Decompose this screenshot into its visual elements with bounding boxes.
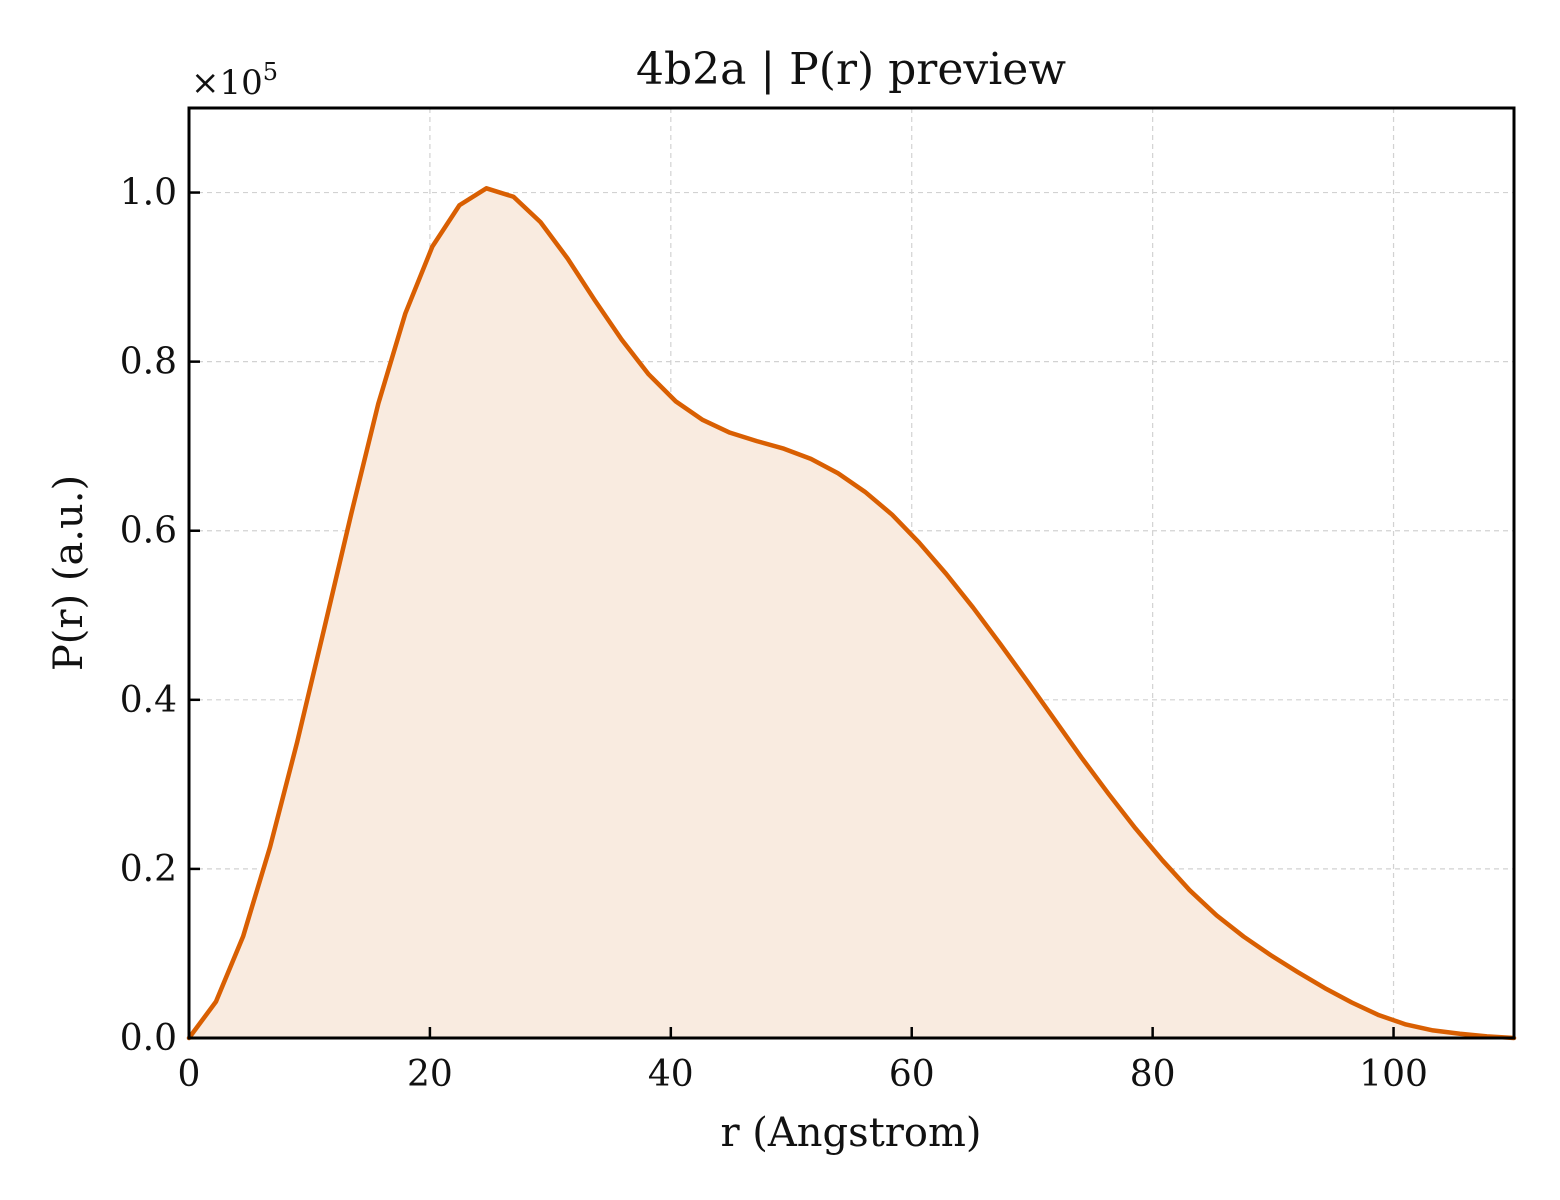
y-multiplier-base: ×10 bbox=[191, 63, 263, 103]
series-line bbox=[186, 186, 1517, 1041]
y-multiplier-exponent: 5 bbox=[263, 58, 278, 86]
plot-frame bbox=[187, 106, 1516, 1040]
y-tick-label: 0.6 bbox=[120, 511, 177, 552]
y-tick-label: 0.0 bbox=[120, 1018, 177, 1059]
x-tick-label: 0 bbox=[178, 1054, 201, 1095]
y-tick-label: 1.0 bbox=[120, 173, 177, 214]
y-multiplier: ×105 bbox=[191, 58, 278, 103]
chart-title: 4b2a | P(r) preview bbox=[636, 44, 1066, 95]
y-tick-label: 0.2 bbox=[120, 849, 177, 890]
y-tick-label: 0.4 bbox=[120, 680, 177, 721]
area-fill bbox=[189, 188, 1514, 1038]
x-tick-label: 80 bbox=[1130, 1054, 1176, 1095]
x-axis-title: r (Angstrom) bbox=[720, 1110, 981, 1156]
x-tick-label: 40 bbox=[648, 1054, 694, 1095]
x-tick-label: 60 bbox=[889, 1054, 935, 1095]
y-axis-title: P(r) (a.u.) bbox=[46, 475, 92, 671]
y-tick-label: 0.8 bbox=[120, 342, 177, 383]
x-tick-label: 100 bbox=[1359, 1054, 1428, 1095]
y-ticks: 0.0 0.2 0.4 0.6 0.8 1.0 bbox=[120, 173, 200, 1059]
x-ticks: 0 20 40 60 80 100 bbox=[178, 1027, 1428, 1095]
x-tick-label: 20 bbox=[407, 1054, 453, 1095]
